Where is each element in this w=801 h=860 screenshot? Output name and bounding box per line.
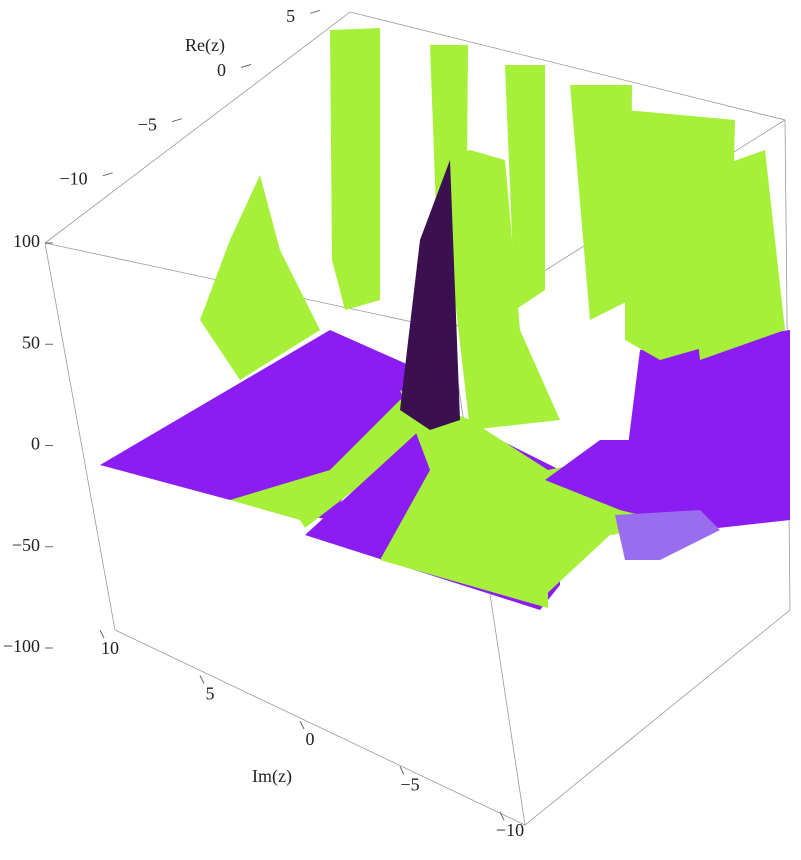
x-axis-label: Re(z)	[185, 35, 225, 56]
z-tick-label: 50	[22, 332, 40, 352]
y-tick-label: −10	[496, 820, 524, 840]
x-tick-label: 0	[217, 60, 226, 80]
x-tick-label: −10	[60, 168, 88, 188]
z-tick-label: −50	[12, 535, 40, 555]
axes: Re(z) Im(z) 50−5−101050−5−10100500−50−10…	[3, 6, 524, 840]
y-tick-label: 5	[206, 684, 215, 704]
tick-mark	[99, 629, 105, 639]
tick-mark	[199, 675, 205, 684]
x-tick-label: −5	[138, 114, 157, 134]
y-tick-label: −5	[400, 775, 419, 795]
tick-mark	[171, 118, 182, 123]
z-tick-label: 100	[13, 231, 40, 251]
surface	[100, 28, 790, 610]
y-tick-label: 0	[306, 729, 315, 749]
z-tick-label: 0	[31, 434, 40, 454]
y-tick-label: 10	[101, 638, 119, 658]
y-axis-label: Im(z)	[252, 766, 292, 787]
tick-mark	[299, 720, 305, 730]
tick-mark	[102, 172, 113, 177]
tick-mark	[499, 811, 505, 821]
tick-mark	[310, 9, 321, 14]
x-tick-label: 5	[286, 6, 295, 26]
z-tick-label: −100	[3, 636, 40, 656]
tick-mark	[399, 766, 405, 775]
tick-mark	[240, 64, 252, 68]
